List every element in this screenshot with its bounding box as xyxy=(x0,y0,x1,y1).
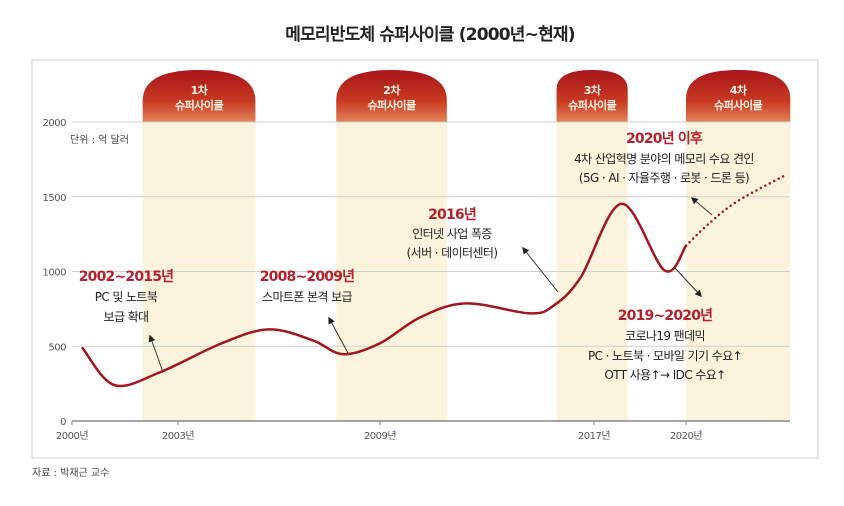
supercycle-number: 3차 xyxy=(584,83,602,97)
annotation-text: 4차 산업혁명 분야의 메모리 수요 견인 xyxy=(574,152,754,166)
annotation-title: 2002~2015년 xyxy=(79,269,174,285)
arrow-icon xyxy=(328,316,349,354)
supercycle-dome xyxy=(686,70,791,122)
supercycle-label: 슈퍼사이클 xyxy=(367,98,415,112)
supercycle-number: 2차 xyxy=(383,83,401,97)
annotation-text: PC 및 노트북 xyxy=(95,290,158,304)
market-size-line xyxy=(81,202,688,388)
annotation-title: 2020년 이후 xyxy=(626,130,703,147)
annotation-text: 인터넷 사업 폭증 xyxy=(412,227,492,241)
annotation-text: PC · 노트북 · 모바일 기기 수요↑ xyxy=(588,349,742,363)
x-tick-label: 2017년 xyxy=(578,430,610,442)
series-lines xyxy=(81,174,786,388)
y-tick-label: 1500 xyxy=(43,193,67,204)
annotation-text: 코로나19 팬데믹 xyxy=(625,329,705,343)
x-tick-label: 2000년 xyxy=(56,430,88,442)
annotation-text: 보급 확대 xyxy=(104,310,149,324)
y-tick-label: 1000 xyxy=(43,268,67,279)
unit-label: 단위 : 억 달러 xyxy=(70,133,129,146)
annotation-text: OTT 사용↑→ IDC 수요↑ xyxy=(604,368,725,382)
y-tick-label: 2000 xyxy=(43,118,67,129)
annotation-text: (5G · AI · 자율주행 · 로봇 · 드론 등) xyxy=(579,170,749,185)
supercycle-number: 1차 xyxy=(191,83,209,97)
chart-frame xyxy=(31,59,819,459)
chart-title: 메모리반도체 슈퍼사이클 (2000년~현재) xyxy=(285,25,575,45)
y-tick-label: 500 xyxy=(48,342,66,353)
supercycle-dome xyxy=(142,70,256,122)
arrow-icon xyxy=(522,246,559,293)
x-tick-label: 2009년 xyxy=(364,430,396,442)
annotation-title: 2008~2009년 xyxy=(260,269,355,285)
x-tick-label: 2020년 xyxy=(670,430,702,442)
supercycle-label: 슈퍼사이클 xyxy=(175,98,223,112)
y-tick-label: 0 xyxy=(60,417,66,428)
x-tick-label: 2003년 xyxy=(162,430,194,442)
supercycle-number: 4차 xyxy=(730,83,748,97)
annotation-text: (서버 · 데이터센터) xyxy=(407,246,498,260)
arrow-icon xyxy=(148,334,164,373)
source-note: 자료 : 박재근 교수 xyxy=(32,467,109,479)
supercycle-label: 슈퍼사이클 xyxy=(568,98,616,112)
forecast-line xyxy=(684,174,786,247)
annotation-title: 2019~2020년 xyxy=(618,308,713,324)
annotation-text: 스마트폰 본격 보급 xyxy=(262,290,353,304)
supercycle-dome xyxy=(336,70,447,122)
annotation-arrows xyxy=(148,197,713,373)
arrow-icon xyxy=(674,267,702,298)
arrow-icon xyxy=(690,197,713,216)
gridlines: 0 500 1000 1500 2000 2000년 2003년 2009년 2017년 2020… xyxy=(43,118,790,442)
supercycle-dome xyxy=(556,70,628,122)
annotation-title: 2016년 xyxy=(428,207,476,223)
supercycle-label: 슈퍼사이클 xyxy=(714,98,762,112)
